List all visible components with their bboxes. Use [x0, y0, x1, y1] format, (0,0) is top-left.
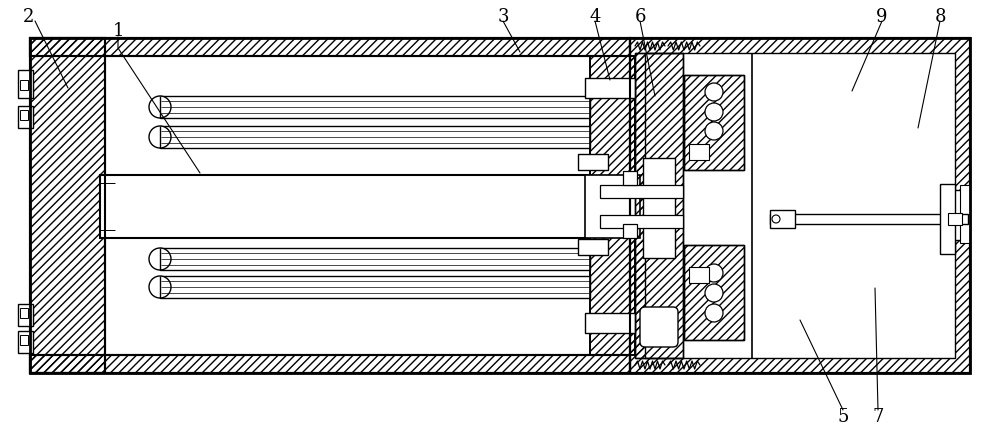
Bar: [30, 39, 105, 373]
Bar: [600, 215, 683, 229]
Bar: [948, 213, 962, 226]
Bar: [590, 57, 635, 355]
Bar: [645, 54, 955, 358]
Bar: [630, 39, 970, 373]
Text: 9: 9: [876, 8, 888, 26]
Bar: [18, 71, 33, 99]
Bar: [30, 355, 630, 373]
Circle shape: [705, 84, 723, 102]
Bar: [630, 39, 970, 373]
Bar: [623, 172, 637, 186]
Bar: [20, 308, 28, 318]
Bar: [105, 57, 630, 355]
Bar: [578, 240, 608, 255]
Bar: [770, 211, 795, 229]
Circle shape: [149, 97, 171, 119]
Bar: [684, 76, 744, 171]
Text: 3: 3: [497, 8, 509, 26]
Bar: [20, 335, 28, 345]
Bar: [585, 176, 640, 238]
Bar: [20, 81, 28, 91]
Bar: [18, 304, 33, 326]
Text: 8: 8: [934, 8, 946, 26]
Bar: [950, 215, 968, 225]
Bar: [684, 245, 744, 340]
Bar: [160, 248, 590, 270]
Bar: [30, 39, 630, 57]
Text: 1: 1: [112, 22, 124, 40]
Bar: [940, 184, 955, 254]
Circle shape: [149, 276, 171, 298]
Bar: [20, 111, 28, 121]
Bar: [950, 191, 968, 240]
Bar: [585, 79, 635, 99]
Bar: [30, 39, 630, 57]
Circle shape: [149, 248, 171, 270]
Bar: [30, 39, 105, 373]
Circle shape: [149, 127, 171, 148]
Circle shape: [705, 304, 723, 322]
Bar: [684, 245, 744, 340]
Bar: [100, 176, 590, 238]
FancyBboxPatch shape: [640, 307, 678, 347]
Bar: [689, 145, 709, 161]
Bar: [635, 54, 683, 358]
Bar: [30, 39, 970, 373]
Text: 6: 6: [634, 8, 646, 26]
Circle shape: [705, 104, 723, 122]
Bar: [578, 155, 608, 171]
Bar: [585, 313, 635, 333]
Bar: [960, 186, 970, 244]
Bar: [18, 107, 33, 129]
Bar: [160, 127, 590, 148]
Circle shape: [772, 215, 780, 223]
Bar: [160, 276, 590, 298]
Bar: [643, 159, 675, 258]
Bar: [600, 186, 683, 198]
Bar: [635, 54, 683, 358]
Text: 4: 4: [589, 8, 601, 26]
Bar: [160, 97, 590, 119]
Bar: [30, 355, 630, 373]
Circle shape: [705, 265, 723, 283]
Bar: [18, 331, 33, 353]
Bar: [590, 57, 635, 355]
Text: 7: 7: [872, 407, 884, 425]
Bar: [689, 267, 709, 283]
Bar: [684, 76, 744, 171]
Bar: [623, 225, 637, 238]
Circle shape: [705, 284, 723, 302]
Text: 2: 2: [22, 8, 34, 26]
Circle shape: [705, 123, 723, 141]
Text: 5: 5: [837, 407, 849, 425]
Bar: [770, 215, 948, 225]
